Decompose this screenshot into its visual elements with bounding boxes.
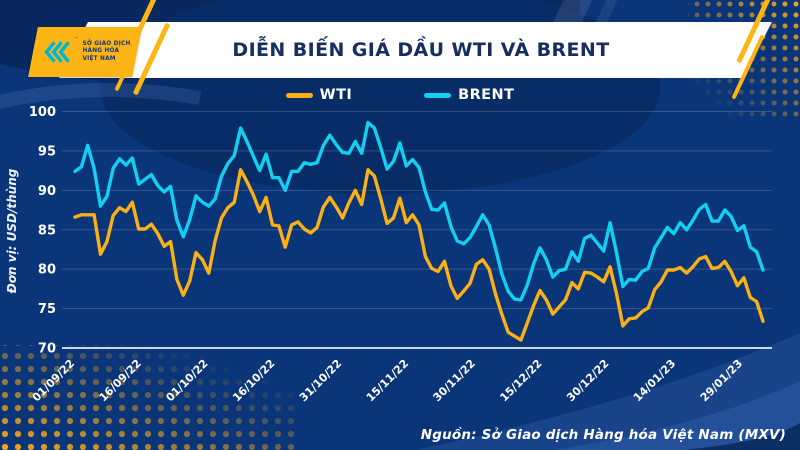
page-title: DIỄN BIẾN GIÁ DẦU WTI VÀ BRENT (232, 39, 610, 61)
source-attribution: Nguồn: Sở Giao dịch Hàng hóa Việt Nam (M… (420, 427, 786, 443)
bottom-right-wave (685, 423, 800, 450)
mxv-logo-inner: ™ SỞ GIAO DỊCH HÀNG HÓA VIỆT NAM (33, 27, 137, 77)
brent-legend-label: BRENT (458, 87, 515, 103)
svg-text:29/01/23: 29/01/23 (698, 357, 745, 404)
svg-text:15/11/22: 15/11/22 (364, 357, 411, 404)
logo-swoosh (0, 83, 202, 110)
chart-legend: WTI BRENT (0, 87, 800, 103)
trademark-symbol: ™ (74, 36, 79, 41)
svg-text:16/09/22: 16/09/22 (97, 357, 144, 404)
svg-text:14/01/23: 14/01/23 (631, 357, 678, 404)
legend-item-wti: WTI (285, 87, 353, 103)
svg-text:90: 90 (38, 184, 56, 199)
mxv-chevrons-icon (44, 41, 71, 63)
title-banner: DIỄN BIẾN GIÁ DẦU WTI VÀ BRENT (59, 22, 772, 78)
wti-legend-label: WTI (319, 87, 353, 103)
svg-text:70: 70 (38, 342, 56, 357)
svg-text:30/11/22: 30/11/22 (431, 357, 478, 404)
svg-text:100: 100 (29, 105, 56, 120)
brent-line-marker (424, 92, 452, 98)
svg-text:16/10/22: 16/10/22 (230, 357, 277, 404)
y-axis-unit-label: Đơn vị: USD/thùng (5, 168, 19, 294)
halftone-dots-bottom-left (0, 345, 300, 450)
bottom-right-wave (555, 381, 800, 450)
svg-text:95: 95 (38, 144, 56, 159)
header-banner: DIỄN BIẾN GIÁ DẦU WTI VÀ BRENT (0, 22, 800, 78)
svg-text:75: 75 (38, 302, 56, 317)
svg-text:01/10/22: 01/10/22 (163, 357, 210, 404)
mxv-logo: ™ SỞ GIAO DỊCH HÀNG HÓA VIỆT NAM (28, 27, 142, 77)
svg-text:01/09/22: 01/09/22 (30, 357, 77, 404)
svg-text:31/10/22: 31/10/22 (297, 357, 344, 404)
svg-text:15/12/22: 15/12/22 (497, 357, 544, 404)
svg-text:80: 80 (38, 263, 56, 278)
wti-line-marker (285, 92, 313, 98)
svg-text:30/12/22: 30/12/22 (564, 357, 611, 404)
svg-text:85: 85 (38, 223, 56, 238)
legend-item-brent: BRENT (424, 87, 514, 103)
logo-line-2: HÀNG HÓA (82, 48, 120, 55)
